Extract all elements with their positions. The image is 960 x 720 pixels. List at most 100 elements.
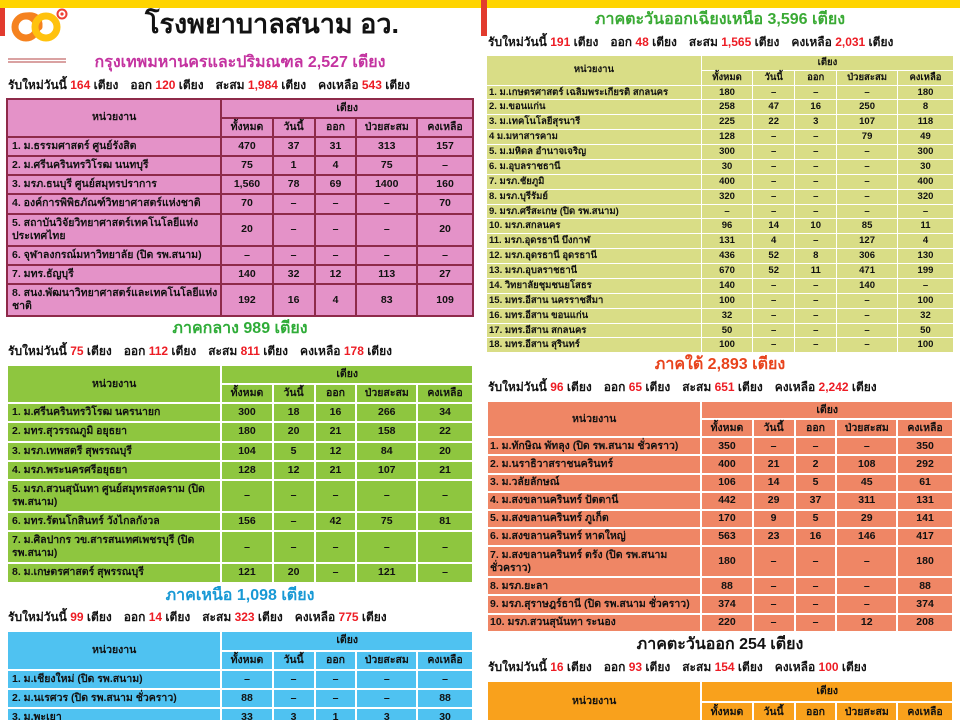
stat-unit: เตียง	[751, 34, 780, 49]
value-cell: 320	[700, 188, 754, 205]
table-row: 5. ม.มหิดล อำนาจเจริญ 300– – –300	[486, 144, 955, 160]
unit-name-cell: 1. ม.เชียงใหม่ (ปิด รพ.สนาม)	[5, 668, 223, 690]
stat-unit: เตียง	[259, 344, 289, 359]
table-row: 2. มทร.สุวรรณภูมิ อยุธยา 180 20 21 158 22	[5, 421, 474, 443]
value-cell: 258	[700, 99, 754, 116]
unit-name-cell: 7. มรภ.ชัยภูมิ	[486, 173, 702, 190]
value-cell: –	[271, 244, 316, 266]
column-header: คงเหลือ	[896, 418, 954, 439]
value-cell: 4	[896, 233, 955, 250]
section-northeast: ภาคตะวันออกเฉียงเหนือ 3,596 เตียง รับใหม…	[486, 10, 955, 354]
table-row: 16. มทร.อีสาน ขอนแก่น 32– – –32	[486, 307, 955, 324]
value-cell: 12	[835, 612, 899, 633]
page-header: โรงพยาบาลสนาม อว.	[6, 8, 474, 63]
value-cell: –	[271, 193, 316, 215]
unit-name-cell: 5. ม.มหิดล อำนาจเจริญ	[486, 144, 702, 160]
unit-name-cell: 9. มรภ.สุราษฎร์ธานี (ปิด รพ.สนาม ชั่วครา…	[485, 594, 703, 615]
page-title: โรงพยาบาลสนาม อว.	[144, 9, 400, 39]
column-header-beds: เตียง	[220, 97, 474, 119]
column-header: วันนี้	[751, 700, 796, 720]
value-cell: 3	[794, 114, 838, 131]
stat-value: 99	[70, 610, 84, 625]
value-cell: 146	[835, 526, 899, 548]
value-cell: 18	[271, 402, 316, 424]
right-column: ภาคตะวันออกเฉียงเหนือ 3,596 เตียง รับใหม…	[480, 8, 960, 720]
value-cell: 42	[313, 511, 358, 533]
stat-unit: เตียง	[648, 34, 677, 49]
value-cell: –	[794, 277, 838, 294]
value-cell: 33	[220, 706, 274, 720]
value-cell: –	[416, 668, 474, 690]
column-header-beds: เตียง	[220, 364, 474, 386]
section-title: กรุงเทพมหานครและปริมณฑล 2,527 เตียง	[94, 54, 386, 71]
value-cell: 1,560	[220, 174, 274, 196]
value-cell: 23	[751, 526, 796, 548]
value-cell: 27	[416, 263, 474, 286]
column-header: คงเหลือ	[416, 383, 474, 405]
value-cell: –	[752, 173, 796, 190]
value-cell: –	[836, 158, 898, 175]
value-cell: –	[794, 173, 838, 190]
value-cell: 400	[700, 454, 754, 475]
table-row: 3. มรภ.เทพสตรี สุพรรณบุรี 104 5 12 84 20	[5, 440, 474, 462]
value-cell: 128	[220, 459, 274, 481]
value-cell: –	[836, 322, 898, 339]
stat-group: รับใหม่วันนี้ 16 เตียง	[488, 660, 592, 674]
unit-name-cell: 3. ม.วลัยลักษณ์	[485, 472, 703, 493]
stat-value: 543	[361, 77, 382, 92]
red-accent-bar-middle	[481, 0, 487, 36]
beds-table: หน่วยงาน เตียง ทั้งหมด วันนี้ ออก ป่วยสะ…	[5, 364, 474, 584]
value-cell: 20	[271, 562, 316, 584]
unit-name-cell: 7. มทร.ธัญบุรี	[5, 263, 223, 286]
beds-table: หน่วยงาน เตียง ทั้งหมด วันนี้ ออก ป่วยสะ…	[485, 400, 954, 633]
value-cell: 313	[355, 136, 419, 158]
top-yellow-strip	[0, 0, 960, 8]
value-cell: 300	[700, 144, 754, 160]
stat-group: รับใหม่วันนี้ 164 เตียง	[8, 78, 118, 92]
unit-name-cell: 1. ม.ศรีนครินทรวิโรฒ นครนายก	[5, 402, 223, 424]
beds-table: หน่วยงาน เตียง ทั้งหมด วันนี้ ออก ป่วยสะ…	[485, 679, 954, 720]
value-cell: 130	[896, 248, 955, 265]
value-cell: 75	[355, 155, 419, 177]
value-cell: 37	[793, 490, 838, 511]
logo-caption-line	[8, 58, 66, 60]
value-cell: 131	[896, 490, 954, 511]
stat-label: สะสม	[682, 380, 715, 395]
stat-unit: เตียง	[254, 610, 283, 625]
value-cell: 5	[793, 472, 838, 493]
section-title: ภาคตะวันออก 254 เตียง	[636, 635, 804, 653]
value-cell: 436	[700, 248, 754, 265]
stat-label: รับใหม่วันนี้	[488, 659, 551, 674]
value-cell: 192	[220, 283, 274, 318]
column-header: ทั้งหมด	[700, 418, 754, 439]
value-cell: 180	[896, 545, 954, 579]
value-cell: 1400	[355, 174, 419, 196]
column-header-unit: หน่วยงาน	[486, 54, 702, 86]
value-cell: –	[313, 687, 358, 709]
stat-label: สะสม	[215, 77, 248, 92]
value-cell: –	[700, 203, 754, 220]
value-cell: 121	[355, 562, 419, 584]
table-row: 1. ม.เกษตรศาสตร์ เฉลิมพระเกียรติ สกลนคร 1…	[486, 84, 955, 101]
table-row: 7. มรภ.ชัยภูมิ 400– – –400	[486, 173, 955, 190]
value-cell: 32	[700, 307, 754, 324]
column-header: วันนี้	[271, 116, 316, 139]
value-cell: 20	[416, 212, 474, 247]
value-cell: –	[835, 594, 899, 615]
value-cell: 21	[416, 459, 474, 481]
value-cell: 374	[700, 594, 754, 615]
table-row: 1. ม.ธรรมศาสตร์ ศูนย์รังสิต 470 37 31 313 157	[5, 136, 474, 158]
value-cell: 306	[836, 248, 898, 265]
value-cell: –	[355, 668, 419, 690]
unit-name-cell: 9. มรภ.ศรีสะเกษ (ปิด รพ.สนาม)	[486, 203, 702, 220]
value-cell: 118	[896, 114, 955, 131]
value-cell: –	[836, 188, 898, 205]
stat-unit: เตียง	[734, 380, 763, 395]
stat-value: 93	[628, 659, 643, 674]
column-header: ป่วยสะสม	[836, 69, 898, 86]
column-header-beds: เตียง	[220, 630, 474, 652]
value-cell: 20	[220, 212, 274, 247]
column-header: ทั้งหมด	[220, 116, 274, 139]
table-row: 8. สนง.พัฒนาวิทยาศาสตร์และเทคโนโลยีแห่งช…	[5, 283, 474, 318]
stat-label: คงเหลือ	[294, 610, 339, 625]
